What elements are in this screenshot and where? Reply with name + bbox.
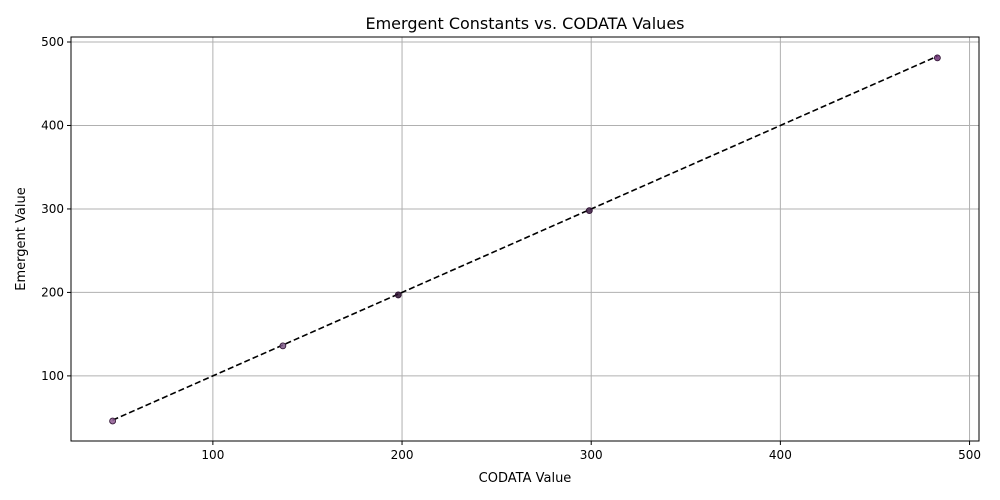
x-tick-label: 100 bbox=[201, 448, 224, 462]
data-points bbox=[109, 54, 941, 425]
data-point bbox=[109, 417, 117, 425]
data-point bbox=[279, 342, 287, 350]
y-tick-label: 100 bbox=[41, 369, 64, 383]
y-tick-label: 400 bbox=[41, 118, 64, 132]
y-tick-label: 200 bbox=[41, 285, 64, 299]
data-point bbox=[394, 291, 402, 299]
x-axis-ticks: 100 200 300 400 500 bbox=[201, 441, 981, 462]
x-tick-label: 200 bbox=[391, 448, 414, 462]
axes-frame bbox=[70, 36, 980, 442]
plot-frame bbox=[70, 36, 980, 442]
y-tick-label: 300 bbox=[41, 202, 64, 216]
chart-title: Emergent Constants vs. CODATA Values bbox=[365, 14, 684, 33]
reference-line bbox=[112, 55, 938, 421]
x-tick-label: 400 bbox=[769, 448, 792, 462]
data-point bbox=[585, 207, 593, 215]
grid-lines bbox=[71, 37, 979, 441]
x-axis-label: CODATA Value bbox=[479, 471, 572, 486]
y-axis-ticks: 100 200 300 400 500 bbox=[41, 35, 71, 383]
y-axis-label: Emergent Value bbox=[14, 187, 29, 290]
reference-line-layer bbox=[112, 55, 938, 421]
y-tick-label: 500 bbox=[41, 35, 64, 49]
data-point bbox=[933, 54, 941, 62]
x-tick-label: 500 bbox=[958, 448, 981, 462]
x-tick-label: 300 bbox=[580, 448, 603, 462]
